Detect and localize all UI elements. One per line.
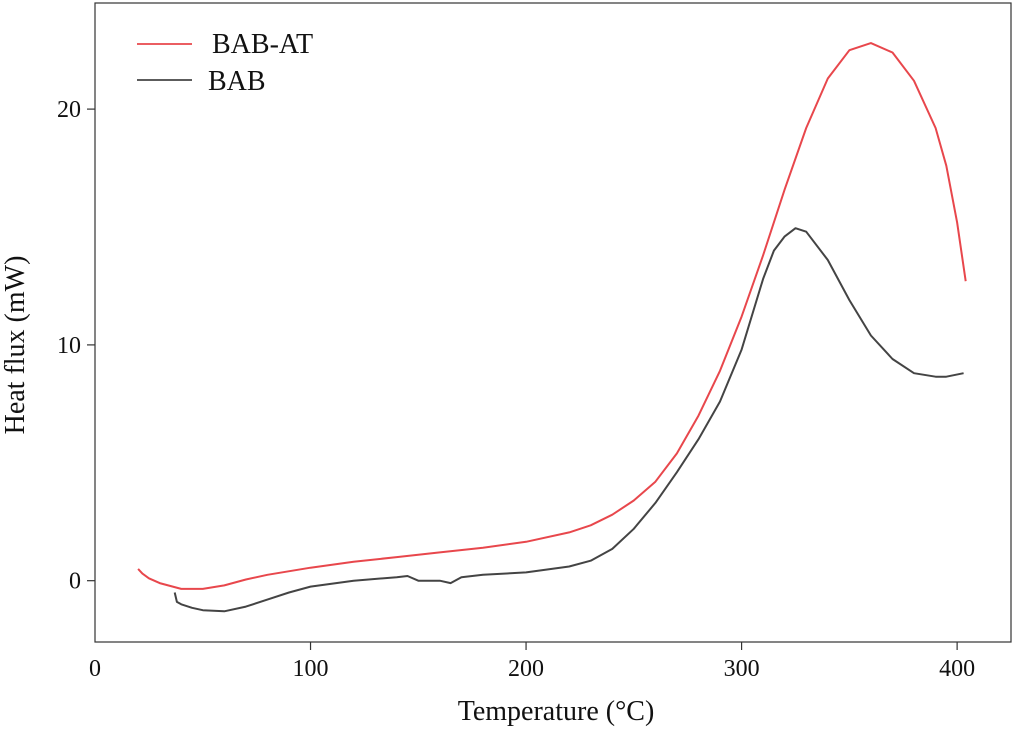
x-tick-label: 300: [724, 656, 760, 682]
x-tick-label: 200: [508, 656, 544, 682]
y-tick-label: 10: [57, 333, 81, 359]
x-tick-label: 400: [939, 656, 975, 682]
y-axis-title: Heat flux (mW): [0, 256, 31, 435]
series-line-bab-at: [137, 42, 967, 590]
series-line-bab: [173, 227, 964, 613]
x-tick-label: 0: [89, 656, 101, 682]
y-axis: 0 10 20: [57, 97, 95, 595]
y-tick-label: 20: [57, 97, 81, 123]
plot-frame: [94, 2, 1012, 643]
y-tick-label: 0: [69, 569, 81, 595]
legend-label-bab-at: BAB-AT: [212, 29, 313, 60]
legend: BAB-AT BAB: [137, 29, 313, 97]
x-axis: 0 100 200 300 400: [89, 642, 975, 682]
x-tick-label: 100: [293, 656, 329, 682]
series-layer: [137, 42, 967, 613]
legend-label-bab: BAB: [208, 66, 266, 97]
x-axis-title: Temperature (°C): [458, 696, 655, 727]
